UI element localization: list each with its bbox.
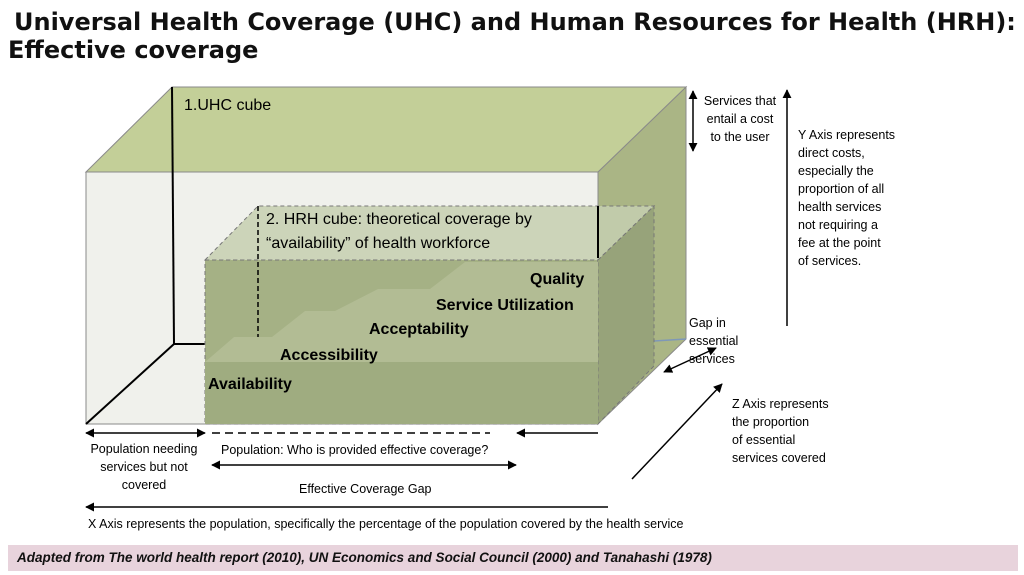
population-not-covered-line: covered [122, 478, 167, 492]
page-title: Universal Health Coverage (UHC) and Huma… [8, 8, 1016, 64]
z-axis-line: the proportion [732, 415, 809, 429]
step-quality-top [430, 262, 598, 289]
source-footer: Adapted from The world health report (20… [8, 545, 1018, 571]
step-accessibility [205, 337, 598, 362]
gap-essential-arrow [663, 347, 717, 373]
hrh-cube-label-line-1: 2. HRH cube: theoretical coverage by [266, 211, 532, 228]
gap-essential-line: services [689, 352, 735, 366]
uhc-back-bottom-edge [653, 338, 687, 342]
uhc-cube-label: 1.UHC cube [184, 97, 271, 114]
step-acceptability-top [272, 311, 598, 337]
step-utilization-top [335, 289, 598, 311]
source-citation: Adapted from The world health report (20… [17, 550, 712, 565]
hrh-cube [203, 204, 656, 426]
y-axis-line: not requiring a [798, 218, 878, 232]
services-cost-line: entail a cost [707, 112, 774, 126]
z-axis-line: of essential [732, 433, 795, 447]
services-cost-line: Services that [704, 94, 777, 108]
population-not-covered-line: Population needing [90, 442, 197, 456]
uhc-hidden-depth-edge [85, 343, 175, 425]
step-label-service-utilization: Service Utilization [436, 297, 574, 314]
population-effective-label: Population: Who is provided effective co… [221, 443, 488, 457]
z-axis-label: Z Axis represents the proportion of esse… [732, 397, 829, 465]
gap-essential-line: essential [689, 334, 738, 348]
population-not-covered-label: Population needing services but not cove… [90, 442, 197, 492]
y-axis-line: proportion of all [798, 182, 884, 196]
step-label-availability: Availability [208, 376, 292, 393]
y-axis-line: especially the [798, 164, 874, 178]
x-axis-label: X Axis represents the population, specif… [88, 517, 684, 531]
y-axis-line: Y Axis represents [798, 128, 895, 142]
services-cost-line: to the user [710, 130, 769, 144]
step-label-accessibility: Accessibility [280, 347, 378, 364]
step-label-quality: Quality [530, 271, 584, 288]
hrh-cube-label-line-2: “availability” of health workforce [266, 235, 490, 252]
uhc-hidden-vertical-edge [171, 86, 175, 345]
y-axis-line: fee at the point [798, 236, 881, 250]
z-axis-line: services covered [732, 451, 826, 465]
gap-essential-label: Gap in essential services [689, 316, 738, 366]
title-line-2: Effective coverage [8, 36, 259, 64]
services-cost-label: Services that entail a cost to the user [704, 94, 777, 144]
step-label-acceptability: Acceptability [369, 321, 469, 338]
y-axis-line: health services [798, 200, 881, 214]
z-axis-arrow [631, 383, 723, 480]
y-axis-label: Y Axis represents direct costs, especial… [798, 128, 895, 268]
gap-essential-line: Gap in [689, 316, 726, 330]
uhc-cube-top [84, 86, 688, 173]
population-not-covered-line: services but not [100, 460, 188, 474]
z-axis-line: Z Axis represents [732, 397, 829, 411]
title-line-1: Universal Health Coverage (UHC) and Huma… [14, 8, 1016, 36]
effective-coverage-gap-label: Effective Coverage Gap [299, 482, 432, 496]
y-axis-line: direct costs, [798, 146, 865, 160]
y-axis-line: of services. [798, 254, 861, 268]
